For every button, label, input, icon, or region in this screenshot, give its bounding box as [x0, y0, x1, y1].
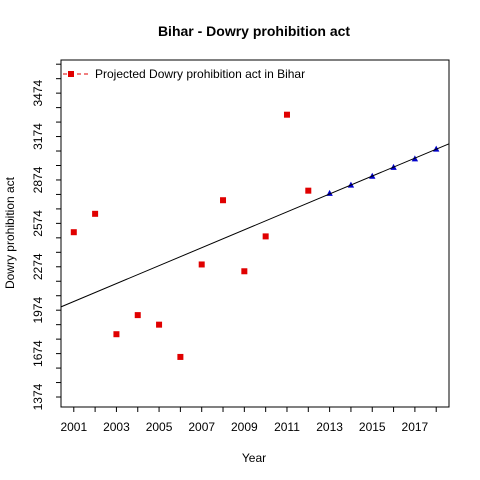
y-tick-label: 1674: [31, 340, 45, 367]
observed-point: [134, 312, 141, 319]
observed-point: [241, 268, 248, 275]
y-axis: 1374 1674 1974 2274 2574 2874 3174 3474: [31, 63, 61, 410]
observed-point: [198, 261, 205, 268]
x-tick-label: 2017: [402, 420, 429, 434]
observed-point: [70, 229, 77, 236]
y-tick-label: 3174: [31, 123, 45, 150]
plot-marks: [60, 111, 450, 360]
y-tick-label: 2574: [31, 210, 45, 237]
observed-point: [177, 353, 184, 360]
y-tick-label: 2274: [31, 253, 45, 280]
x-tick-label: 2015: [359, 420, 386, 434]
y-tick-label: 3474: [31, 79, 45, 106]
plot-frame: [60, 59, 450, 408]
trend-line: [60, 143, 450, 308]
observed-point: [156, 321, 163, 328]
x-tick-label: 2001: [60, 420, 87, 434]
observed-point: [262, 233, 269, 240]
x-tick-label: 2009: [231, 420, 258, 434]
legend: Projected Dowry prohibition act in Bihar: [63, 67, 305, 81]
legend-square-marker: [68, 71, 74, 77]
observed-point: [220, 197, 227, 204]
legend-label: Projected Dowry prohibition act in Bihar: [95, 67, 305, 81]
x-tick-label: 2007: [188, 420, 215, 434]
y-tick-label: 1974: [31, 297, 45, 324]
x-tick-label: 2003: [103, 420, 130, 434]
x-axis-label: Year: [242, 451, 266, 465]
x-tick-label: 2005: [146, 420, 173, 434]
x-tick-label: 2013: [316, 420, 343, 434]
observed-point: [92, 210, 99, 217]
x-tick-label: 2011: [274, 420, 300, 434]
chart-title: Bihar - Dowry prohibition act: [158, 23, 350, 39]
y-tick-label: 2874: [31, 166, 45, 193]
observed-point: [305, 187, 312, 194]
x-axis: 2001 2003 2005 2007 2009 2011 2013 2015 2017: [60, 407, 437, 434]
observed-point: [283, 111, 290, 118]
y-axis-label: Dowry prohibition act: [3, 176, 17, 289]
observed-point: [113, 331, 120, 338]
y-tick-label: 1374: [31, 383, 45, 410]
